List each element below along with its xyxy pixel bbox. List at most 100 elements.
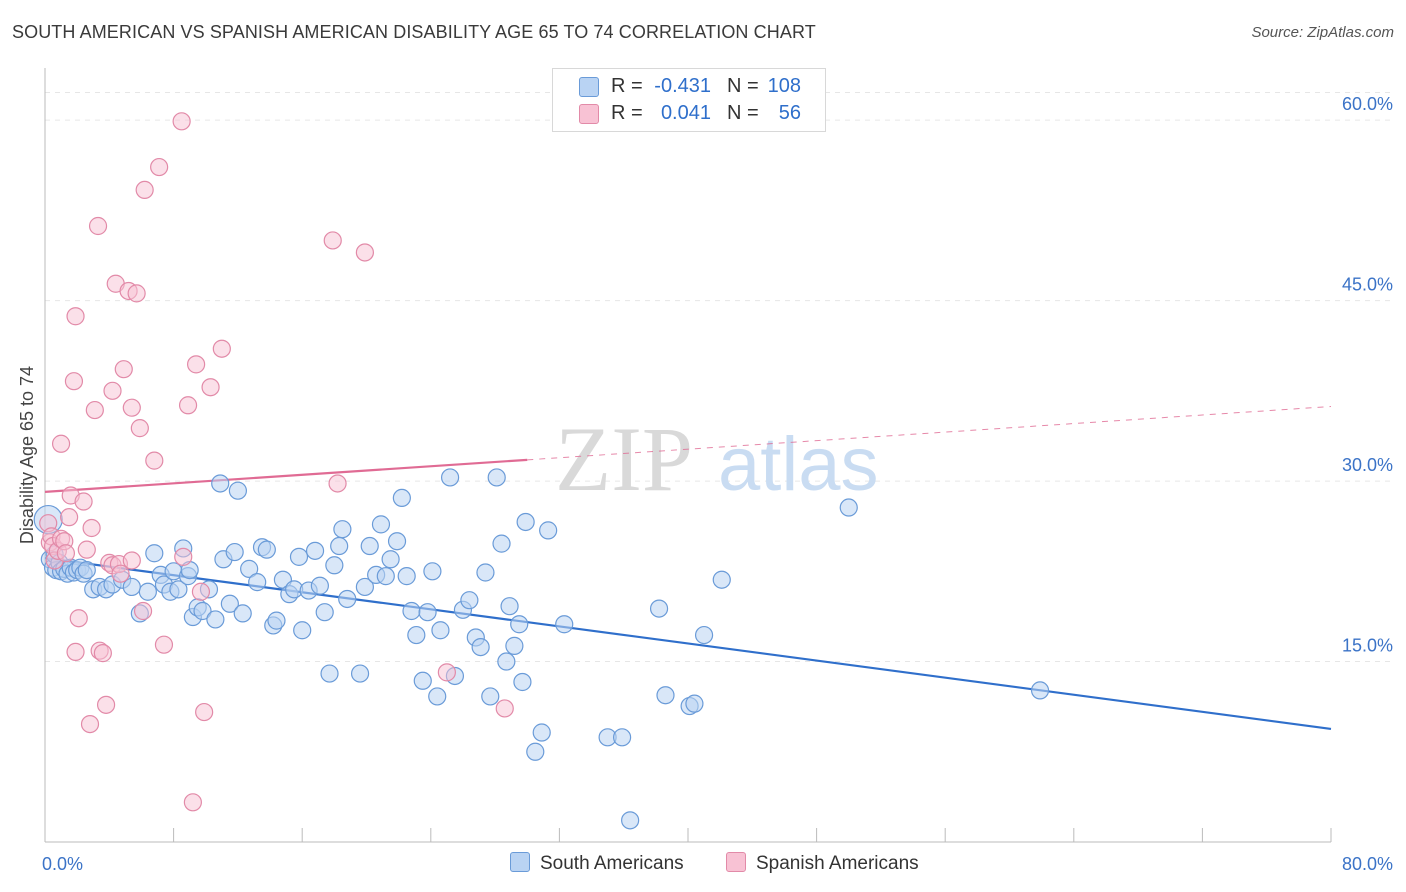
legend-n-value: 56: [778, 102, 801, 124]
x-tick-label: 0.0%: [42, 854, 83, 874]
south-american-point: [505, 636, 524, 655]
south-american-point: [712, 570, 731, 589]
south-american-point: [289, 547, 309, 566]
spanish-american-point: [82, 518, 101, 538]
spanish-american-point: [127, 284, 146, 303]
south-american-point: [516, 512, 535, 532]
south-american-point: [532, 723, 551, 742]
spanish-american-point: [130, 419, 149, 438]
legend-n-value: 108: [767, 75, 801, 97]
y-tick-label: 30.0%: [1342, 455, 1393, 475]
axes: [44, 68, 1332, 843]
south-american-point: [145, 544, 164, 563]
spanish-american-point: [85, 400, 104, 420]
south-american-point: [555, 615, 574, 634]
south-american-point: [392, 488, 411, 508]
south-american-point: [211, 474, 230, 493]
legend-n-label: N =: [727, 102, 759, 124]
south-american-point: [320, 664, 339, 683]
south-american-point: [376, 567, 395, 586]
blue-swatch: [510, 852, 530, 872]
south-american-point: [193, 601, 212, 621]
south-american-point: [315, 603, 334, 622]
south-americans-points: [33, 468, 1050, 830]
south-american-point: [492, 534, 511, 553]
y-tick-label: 60.0%: [1342, 94, 1393, 114]
chart-title: SOUTH AMERICAN VS SPANISH AMERICAN DISAB…: [12, 22, 816, 42]
south-american-point: [440, 468, 460, 487]
south-american-point: [267, 611, 286, 630]
spanish-american-point: [122, 551, 141, 570]
legend-row-south-americans: R = -0.431 N = 108: [553, 74, 825, 100]
spanish-american-point: [183, 793, 202, 812]
south-american-point: [387, 532, 407, 551]
south-american-point: [206, 610, 225, 629]
spanish-american-point: [323, 231, 342, 250]
south-american-point: [476, 563, 495, 582]
spanish-american-point: [111, 564, 130, 583]
spanish-american-point: [328, 474, 347, 493]
x-tick-labels: 0.0% 80.0%: [42, 854, 1393, 874]
spanish-american-point: [74, 492, 93, 511]
spanish-american-point: [195, 702, 214, 722]
watermark-zip: ZIP: [555, 408, 693, 510]
south-american-point: [471, 637, 490, 657]
spanish-american-point: [77, 540, 96, 559]
spanish-american-point: [114, 360, 133, 379]
south-american-point: [325, 556, 344, 575]
south-american-point: [497, 652, 516, 671]
y-axis-label: Disability Age 65 to 74: [17, 366, 37, 544]
watermark-atlas: atlas: [718, 422, 879, 507]
south-american-point: [257, 540, 276, 559]
source-label: Source: ZipAtlas.com: [1251, 24, 1394, 41]
y-tick-labels: 15.0% 30.0% 45.0% 60.0%: [1342, 94, 1393, 655]
south-american-point: [402, 601, 421, 621]
south-american-point: [481, 687, 500, 706]
spanish-american-point: [212, 339, 231, 358]
y-tick-label: 15.0%: [1342, 636, 1393, 656]
south-american-point: [612, 728, 632, 747]
legend-r-label: R =: [611, 75, 643, 97]
spanish-americans-trend-line: [44, 458, 528, 493]
spanish-american-point: [133, 601, 153, 621]
south-american-point: [233, 604, 252, 623]
y-tick-label: 45.0%: [1342, 275, 1393, 295]
blue-swatch: [579, 77, 599, 97]
spanish-american-point: [96, 695, 116, 714]
south-american-point: [428, 687, 447, 706]
legend-r-label: R =: [611, 102, 643, 124]
correlation-legend: R = -0.431 N = 108 R = 0.041 N = 56: [552, 68, 826, 132]
south-american-point: [397, 567, 416, 586]
spanish-american-point: [178, 396, 198, 415]
south-american-point: [685, 694, 704, 713]
south-american-point: [310, 576, 329, 595]
south-american-point: [360, 536, 379, 556]
legend-r-value: 0.041: [660, 102, 711, 124]
south-american-point: [500, 597, 519, 616]
spanish-american-point: [93, 644, 112, 663]
south-american-point: [418, 603, 437, 622]
south-american-point: [338, 589, 357, 609]
south-american-point: [423, 562, 442, 581]
spanish-american-point: [135, 180, 154, 200]
south-american-point: [1030, 681, 1050, 700]
spanish-american-point: [191, 582, 211, 601]
south-american-point: [138, 582, 157, 601]
pink-swatch: [726, 852, 746, 872]
south-american-point: [77, 560, 96, 580]
south-american-point: [350, 664, 370, 683]
spanish-americans-trend-extension: [527, 405, 1332, 461]
south-american-point: [371, 515, 391, 534]
spanish-american-point: [495, 699, 514, 718]
south-american-point: [656, 686, 675, 705]
south-american-point: [407, 625, 426, 645]
south-american-point: [228, 481, 247, 500]
south-american-point: [355, 577, 374, 597]
south-american-point: [539, 521, 558, 540]
spanish-american-point: [201, 378, 220, 397]
spanish-american-point: [145, 451, 164, 470]
south-american-point: [330, 536, 349, 556]
watermark: ZIP atlas: [555, 408, 879, 510]
legend-r-value: -0.431: [654, 75, 711, 97]
